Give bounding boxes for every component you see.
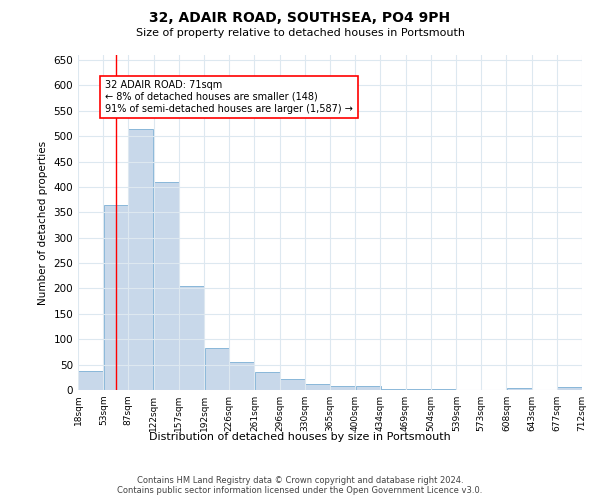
Bar — [179, 286, 204, 390]
Text: 32 ADAIR ROAD: 71sqm
← 8% of detached houses are smaller (148)
91% of semi-detac: 32 ADAIR ROAD: 71sqm ← 8% of detached ho… — [105, 80, 353, 114]
Bar — [330, 386, 355, 390]
Bar — [255, 372, 280, 390]
Text: 32, ADAIR ROAD, SOUTHSEA, PO4 9PH: 32, ADAIR ROAD, SOUTHSEA, PO4 9PH — [149, 11, 451, 25]
Bar — [205, 348, 229, 390]
Bar — [431, 389, 456, 390]
Bar — [78, 371, 103, 390]
Bar — [380, 389, 405, 390]
Text: Distribution of detached houses by size in Portsmouth: Distribution of detached houses by size … — [149, 432, 451, 442]
Bar — [128, 128, 153, 390]
Bar — [406, 389, 431, 390]
Bar — [507, 388, 532, 390]
Bar — [356, 386, 380, 390]
Text: Size of property relative to detached houses in Portsmouth: Size of property relative to detached ho… — [136, 28, 464, 38]
Bar — [154, 182, 179, 390]
Y-axis label: Number of detached properties: Number of detached properties — [38, 140, 48, 304]
Bar — [104, 204, 128, 390]
Bar — [229, 362, 254, 390]
Bar — [305, 384, 330, 390]
Bar — [557, 388, 582, 390]
Text: Contains HM Land Registry data © Crown copyright and database right 2024.
Contai: Contains HM Land Registry data © Crown c… — [118, 476, 482, 495]
Bar — [280, 379, 305, 390]
